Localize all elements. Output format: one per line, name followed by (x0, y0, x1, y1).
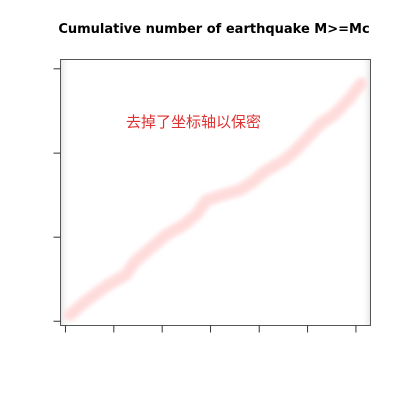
plot-edge-right-shade (361, 60, 370, 326)
plot-edge-left-shade (61, 60, 70, 326)
series-line-0 (63, 77, 368, 321)
plot-frame (60, 59, 371, 326)
y-axis-ticks (53, 68, 61, 322)
chart-annotation: 去掉了坐标轴以保密 (126, 113, 262, 131)
x-axis-ticks (64, 325, 357, 333)
chart-title: Cumulative number of earthquake M>=Mc (58, 22, 370, 37)
series-layer (63, 77, 368, 321)
